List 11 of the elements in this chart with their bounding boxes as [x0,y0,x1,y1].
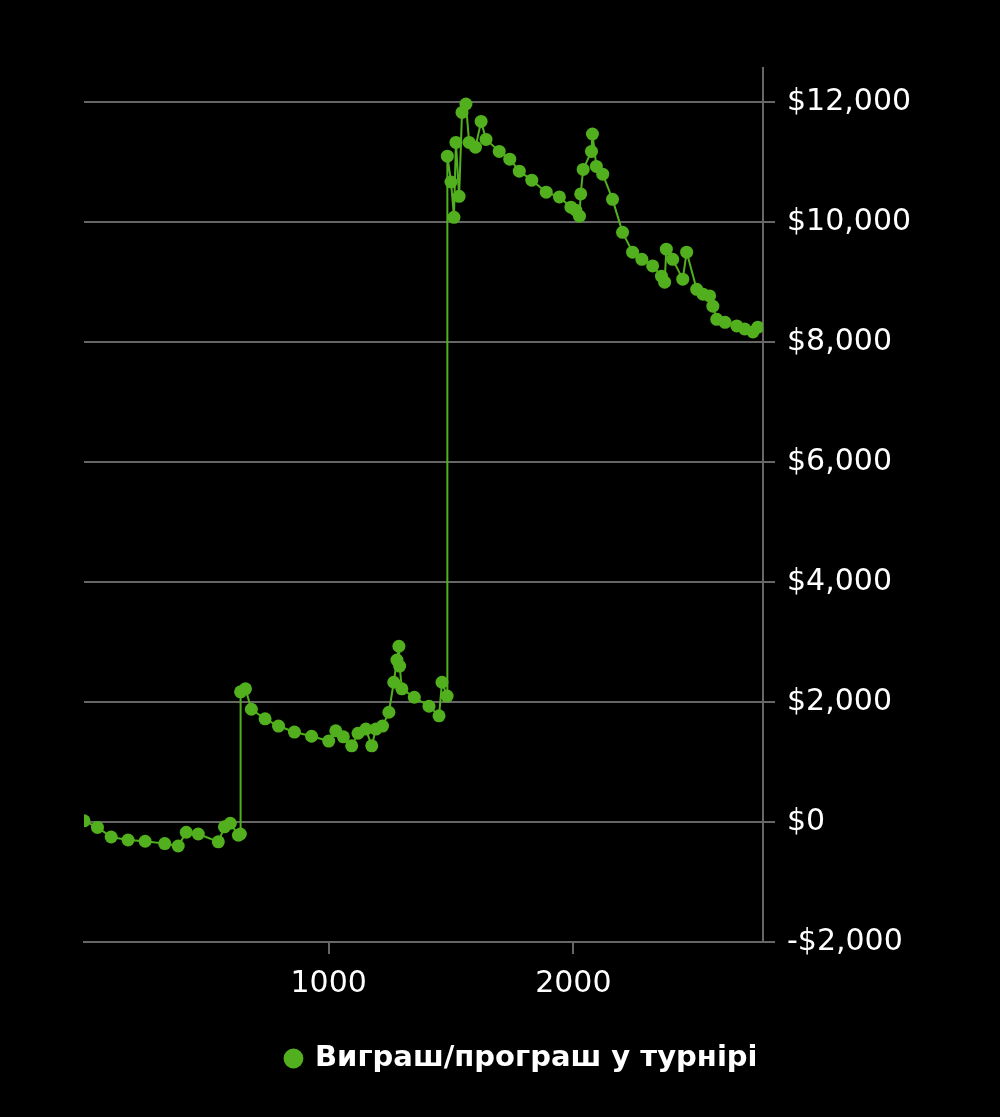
y-tick-label: $0 [787,801,826,837]
y-tick-label: $10,000 [787,201,912,237]
x-tick-label: 2000 [535,963,612,999]
y-tick-label: $2,000 [787,681,892,717]
y-tick-label: -$2,000 [787,921,903,957]
legend-label: Виграш/програш у турнірі [314,1039,758,1074]
y-tick-label: $8,000 [787,321,892,357]
y-tick-label: $4,000 [787,561,892,597]
y-tick-label: $6,000 [787,441,892,477]
y-tick-label: $12,000 [787,81,912,117]
x-tick-label: 1000 [290,963,367,999]
